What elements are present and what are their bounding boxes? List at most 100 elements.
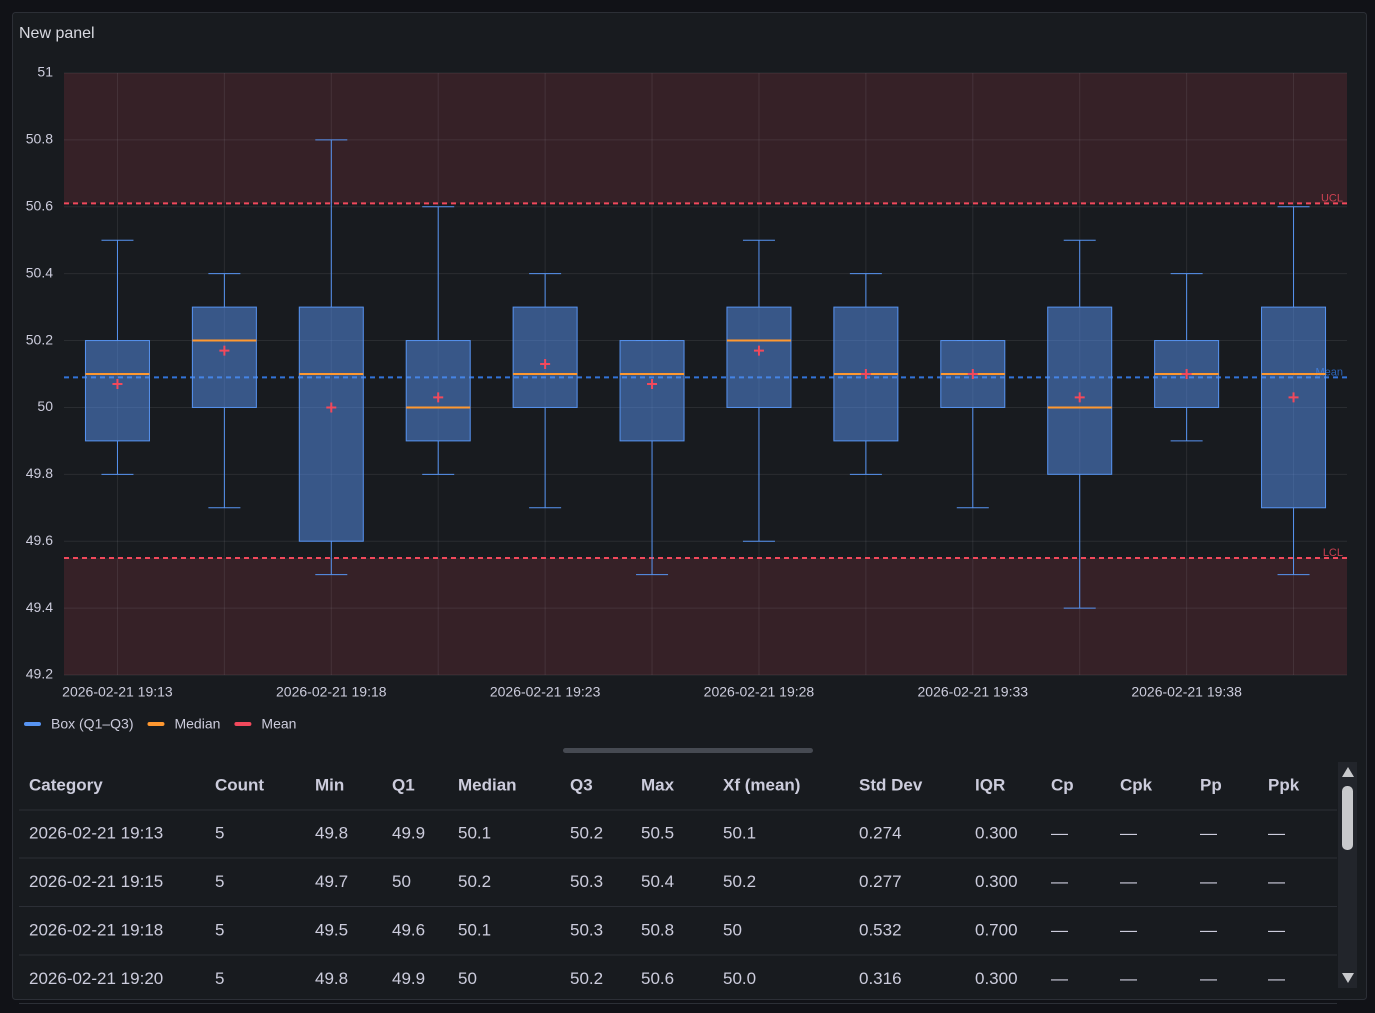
reference-label: UCL	[1321, 192, 1343, 204]
mean-marker	[112, 379, 123, 390]
column-header[interactable]: Cp	[1051, 775, 1074, 794]
box	[191, 306, 257, 408]
cell: 50.1	[458, 823, 491, 842]
mean-marker	[753, 345, 764, 356]
column-header[interactable]: Q3	[570, 775, 593, 794]
cell: 5	[215, 872, 224, 891]
reference-label: LCL	[1323, 547, 1343, 559]
box	[298, 306, 364, 542]
y-tick-label: 50.2	[26, 331, 53, 347]
plot: 49.2 49.4 49.6 49.8 50 50.2 50.4 50.6 50.8 51 2026…	[24, 64, 1347, 732]
legend-swatch	[147, 722, 165, 726]
mean-marker	[1288, 392, 1299, 403]
mean-marker	[540, 358, 551, 369]
cell: 49.5	[315, 920, 348, 939]
mean-marker	[1181, 369, 1192, 379]
legend-label[interactable]: Mean	[261, 716, 296, 732]
y-tick-label: 49.2	[26, 666, 53, 682]
box	[1047, 306, 1113, 475]
box	[619, 340, 685, 442]
column-header[interactable]: Q1	[392, 775, 415, 794]
column-header[interactable]: Pp	[1200, 775, 1222, 794]
y-tick-label: 50.6	[26, 197, 53, 213]
legend-label[interactable]: Box (Q1–Q3)	[51, 716, 133, 732]
cell: —	[1051, 969, 1068, 988]
out-of-control-zone	[64, 557, 1347, 675]
legend-swatch	[234, 722, 252, 726]
cell: 50.4	[641, 872, 674, 891]
column-header[interactable]: Count	[215, 775, 264, 794]
v-scrollbar-thumb[interactable]	[1342, 786, 1353, 850]
legend-label[interactable]: Median	[174, 716, 220, 732]
x-tick-label: 2026-02-21 19:38	[1131, 684, 1242, 700]
mean-marker	[326, 402, 337, 413]
x-tick-label: 2026-02-21 19:18	[276, 684, 387, 700]
cell: 50.3	[570, 920, 603, 939]
mean-marker	[433, 392, 444, 403]
cell: 2026-02-21 19:15	[29, 872, 163, 891]
x-tick-label: 2026-02-21 19:28	[704, 684, 815, 700]
cell: 50.1	[458, 920, 491, 939]
x-tick-label: 2026-02-21 19:13	[62, 684, 173, 700]
box	[84, 340, 150, 442]
box	[726, 306, 792, 408]
column-header[interactable]: Min	[315, 775, 344, 794]
column-header[interactable]: Ppk	[1268, 775, 1300, 794]
mean-marker	[1074, 392, 1085, 403]
cell: 49.8	[315, 969, 348, 988]
cell: —	[1120, 823, 1137, 842]
cell: 2026-02-21 19:18	[29, 920, 163, 939]
cell: 50.6	[641, 969, 674, 988]
y-tick-label: 50	[37, 398, 53, 414]
mean-marker	[219, 345, 230, 356]
cell: —	[1120, 872, 1137, 891]
box	[512, 306, 578, 408]
cell: 0.300	[975, 969, 1018, 988]
cell: —	[1120, 969, 1137, 988]
y-tick-label: 51	[37, 64, 53, 80]
cell: —	[1051, 872, 1068, 891]
cell: 2026-02-21 19:20	[29, 969, 163, 988]
table: Category Count Min Q1 Median Q3 Max Xf (mean) St…	[19, 775, 1337, 1004]
box	[1261, 306, 1327, 509]
mean-marker	[860, 369, 871, 379]
cell: —	[1200, 969, 1217, 988]
cell: 5	[215, 969, 224, 988]
y-tick-label: 49.6	[26, 532, 53, 548]
cell: —	[1200, 920, 1217, 939]
cell: —	[1051, 920, 1068, 939]
column-header[interactable]: IQR	[975, 775, 1005, 794]
panel-title[interactable]: New panel	[19, 25, 95, 42]
cell: 0.277	[859, 872, 902, 891]
cell: 2026-02-21 19:13	[29, 823, 163, 842]
cell: 50.1	[723, 823, 756, 842]
cell: 49.7	[315, 872, 348, 891]
cell: 50.0	[723, 969, 756, 988]
column-header[interactable]: Std Dev	[859, 775, 923, 794]
column-header[interactable]: Xf (mean)	[723, 775, 800, 794]
cell: 0.274	[859, 823, 902, 842]
column-header[interactable]: Cpk	[1120, 775, 1153, 794]
cell: 0.300	[975, 872, 1018, 891]
cell: —	[1268, 920, 1285, 939]
column-header[interactable]: Category	[29, 775, 103, 794]
cell: 0.316	[859, 969, 902, 988]
cell: 50.2	[570, 969, 603, 988]
cell: —	[1268, 872, 1285, 891]
cell: 5	[215, 920, 224, 939]
column-header[interactable]: Median	[458, 775, 517, 794]
cell: 50	[458, 969, 477, 988]
cell: 0.700	[975, 920, 1018, 939]
legend-swatch	[24, 722, 41, 726]
y-tick-label: 49.8	[26, 465, 53, 481]
cell: 0.300	[975, 823, 1018, 842]
cell: 5	[215, 823, 224, 842]
cell: —	[1200, 872, 1217, 891]
panel-frame	[12, 12, 1367, 1000]
cell: 49.8	[315, 823, 348, 842]
cell: —	[1200, 823, 1217, 842]
cell: 0.532	[859, 920, 902, 939]
h-scrollbar[interactable]	[563, 748, 813, 753]
column-header[interactable]: Max	[641, 775, 675, 794]
